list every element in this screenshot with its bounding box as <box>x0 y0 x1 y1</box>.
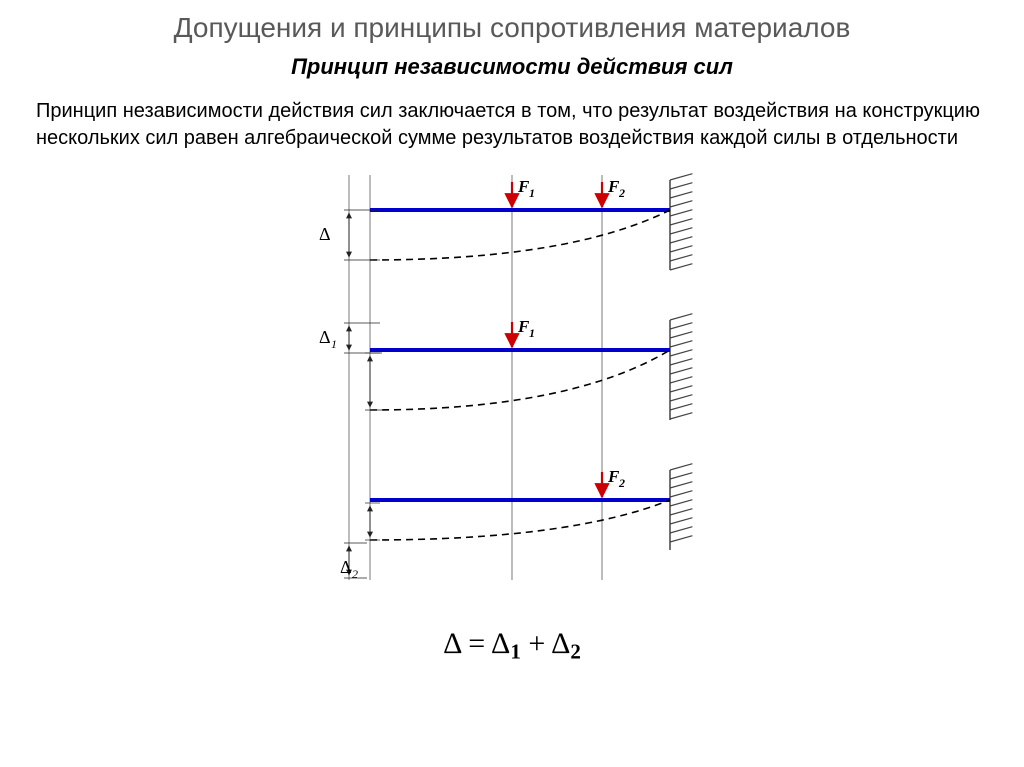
svg-text:Δ: Δ <box>319 224 331 244</box>
body-paragraph: Принцип независимости действия сил заклю… <box>36 98 988 152</box>
svg-text:Δ: Δ <box>319 327 331 347</box>
beam-diagram: F1F2ΔF1Δ1F2Δ2 <box>0 160 1024 625</box>
svg-text:1: 1 <box>331 337 337 351</box>
svg-text:2: 2 <box>352 567 358 581</box>
svg-text:Δ: Δ <box>340 557 352 577</box>
svg-text:2: 2 <box>618 186 625 200</box>
svg-text:1: 1 <box>529 186 535 200</box>
superposition-equation: Δ = Δ1 + Δ2 <box>0 627 1024 664</box>
svg-text:1: 1 <box>529 326 535 340</box>
svg-text:2: 2 <box>618 476 625 490</box>
page-subtitle: Принцип независимости действия сил <box>0 54 1024 80</box>
page-title: Допущения и принципы сопротивления матер… <box>0 0 1024 44</box>
